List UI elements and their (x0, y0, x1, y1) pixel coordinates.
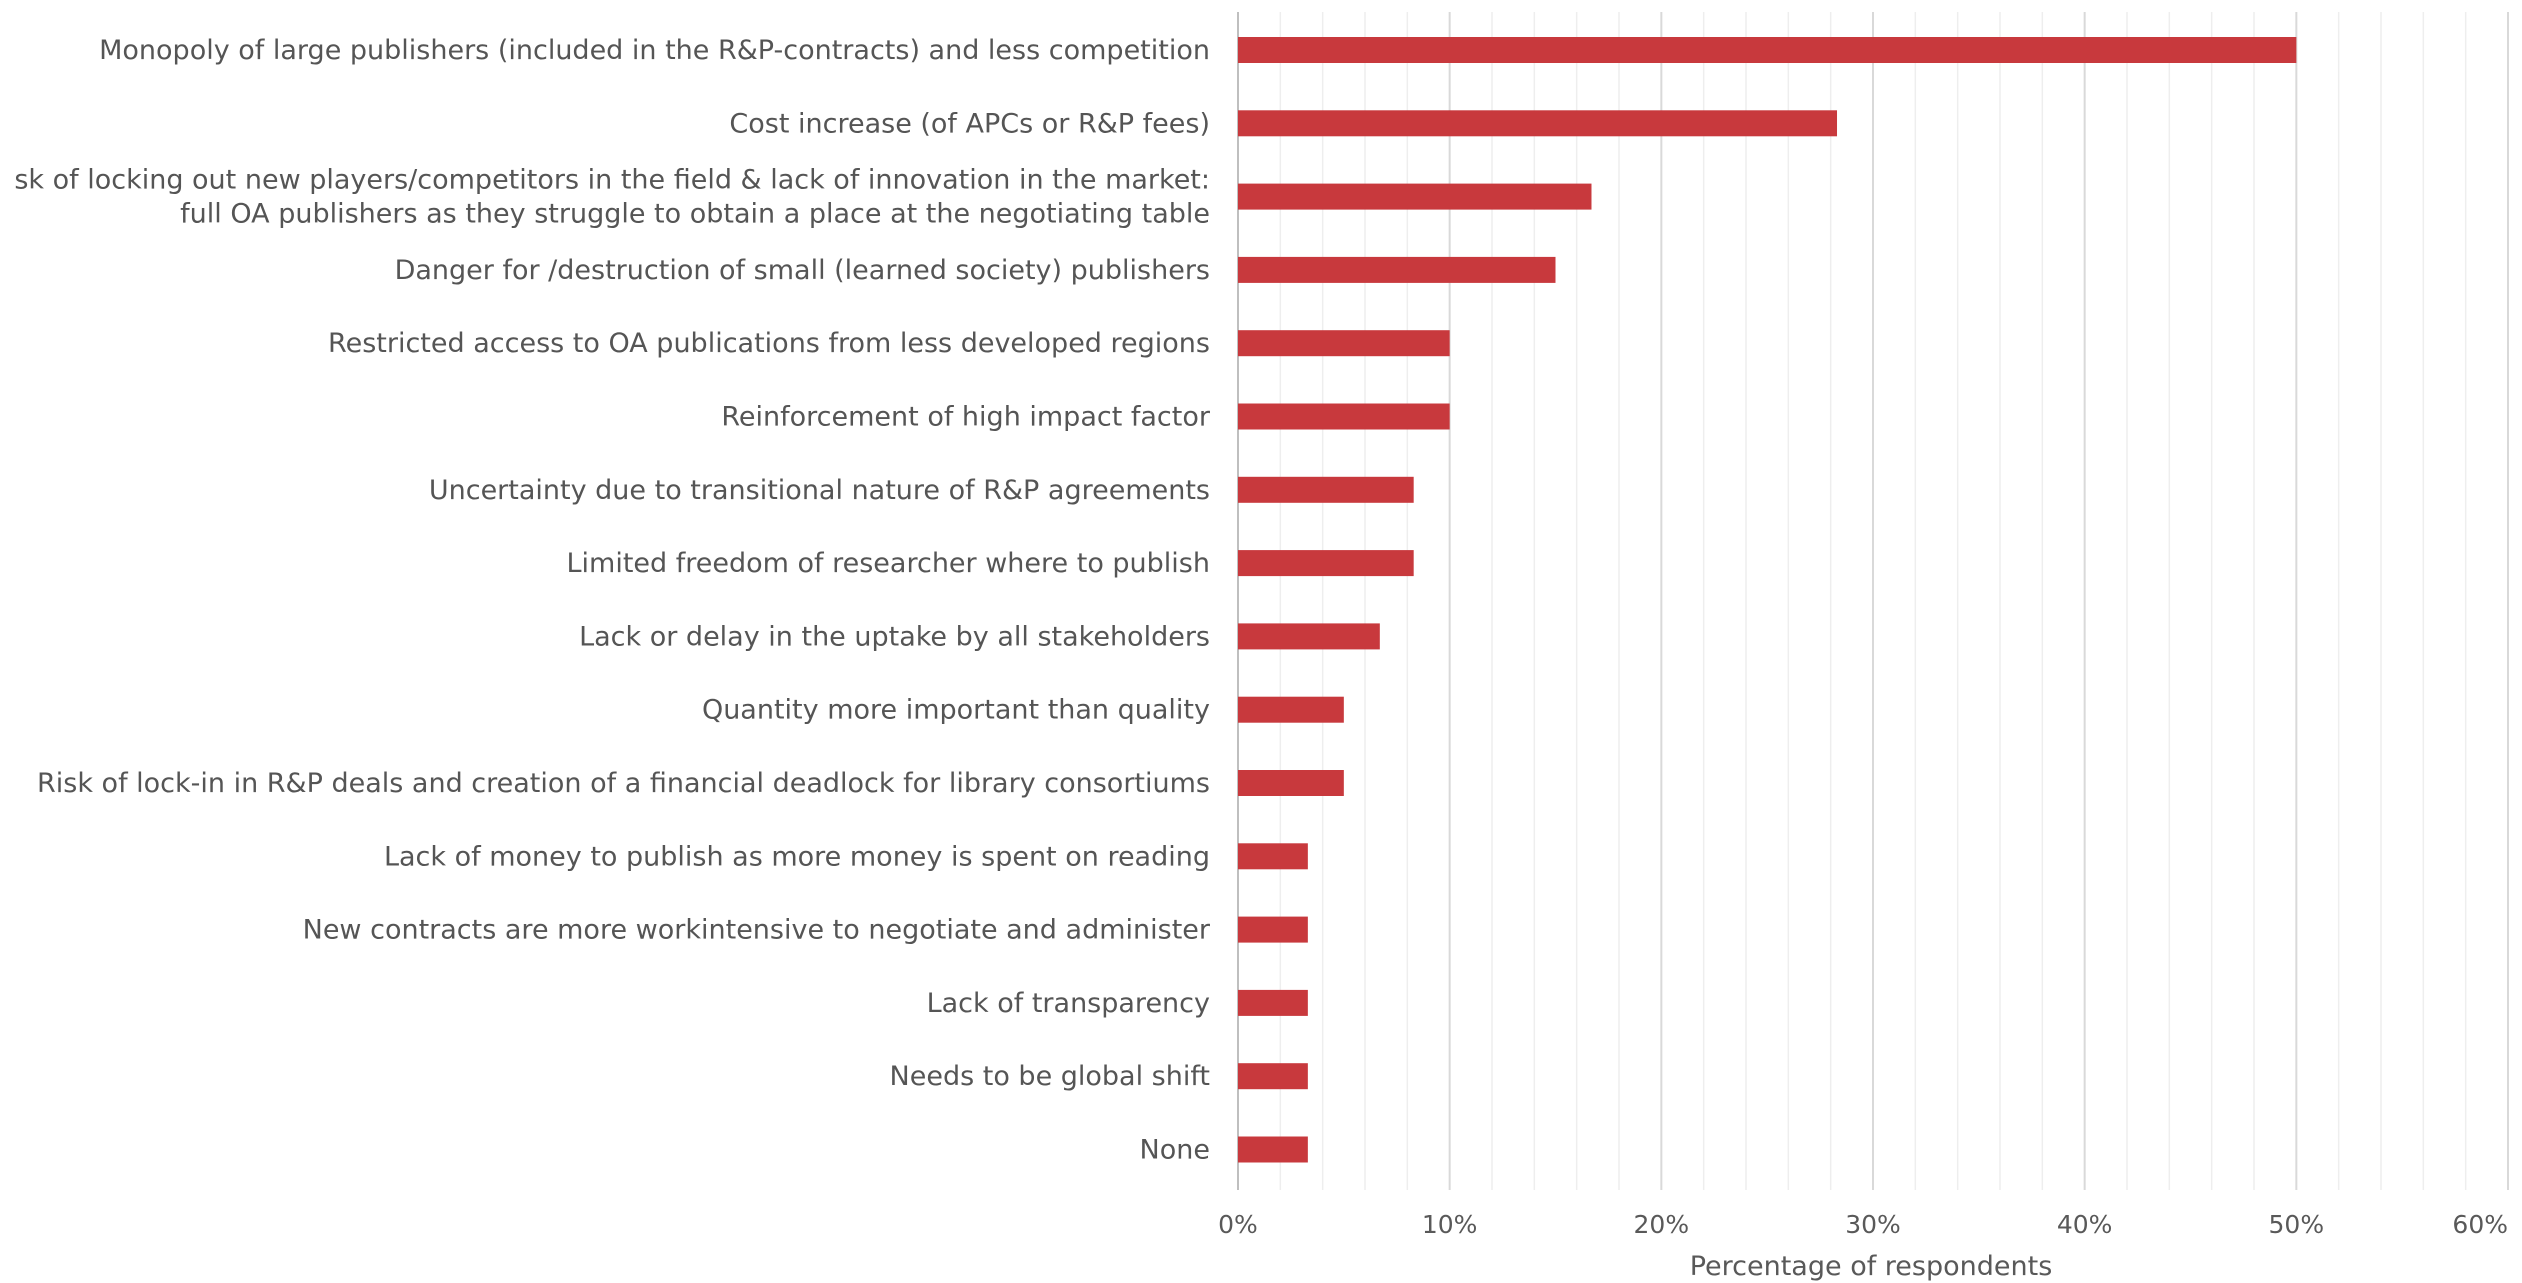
bar (1238, 623, 1380, 650)
bar (1238, 550, 1414, 577)
x-tick-label: 50% (2269, 1210, 2325, 1239)
bar (1238, 770, 1344, 796)
bar (1238, 916, 1308, 943)
category-label: Reinforcement of high impact factor (721, 402, 1211, 433)
bar (1238, 403, 1450, 430)
bar (1238, 843, 1308, 870)
x-tick-label: 10% (1422, 1210, 1478, 1239)
bar (1238, 37, 2297, 63)
category-label: Lack of transparency (927, 988, 1210, 1019)
category-label: Needs to be global shift (890, 1061, 1210, 1092)
bar (1238, 330, 1450, 357)
bar (1238, 1136, 1308, 1163)
category-label: Cost increase (of APCs or R&P fees) (729, 108, 1210, 139)
category-label: Danger for /destruction of small (learne… (395, 255, 1210, 286)
category-label: New contracts are more workintensive to … (303, 915, 1211, 946)
category-label: Monopoly of large publishers (included i… (99, 35, 1210, 66)
bar (1238, 110, 1838, 137)
category-label: Uncertainty due to transitional nature o… (429, 475, 1210, 506)
x-tick-label: 40% (2057, 1210, 2113, 1239)
bar (1238, 696, 1344, 723)
x-axis-title: Percentage of respondents (1690, 1251, 2053, 1282)
x-tick-label: 0% (1218, 1210, 1258, 1239)
category-label: Limited freedom of researcher where to p… (566, 548, 1210, 579)
category-label: Risk of lock-in in R&P deals and creatio… (37, 768, 1210, 799)
bar (1238, 476, 1414, 503)
category-label: Quantity more important than quality (702, 695, 1210, 726)
category-labels: Monopoly of large publishers (included i… (14, 35, 1211, 1166)
x-tick-label: 20% (1634, 1210, 1690, 1239)
category-label: sk of locking out new players/competitor… (14, 165, 1210, 230)
category-label: Lack or delay in the uptake by all stake… (579, 621, 1210, 652)
bar (1238, 989, 1308, 1016)
category-label: Lack of money to publish as more money i… (384, 841, 1210, 872)
bar (1238, 183, 1592, 210)
category-label: None (1140, 1135, 1210, 1166)
bars (1238, 37, 2297, 1163)
x-tick-label: 60% (2452, 1210, 2508, 1239)
bar (1238, 1063, 1308, 1090)
category-label: Restricted access to OA publications fro… (328, 328, 1210, 359)
x-tick-labels: 0% 10% 20% 30% 40% 50% 60% (1218, 1210, 2508, 1239)
x-tick-label: 30% (1845, 1210, 1901, 1239)
bar (1238, 256, 1556, 283)
